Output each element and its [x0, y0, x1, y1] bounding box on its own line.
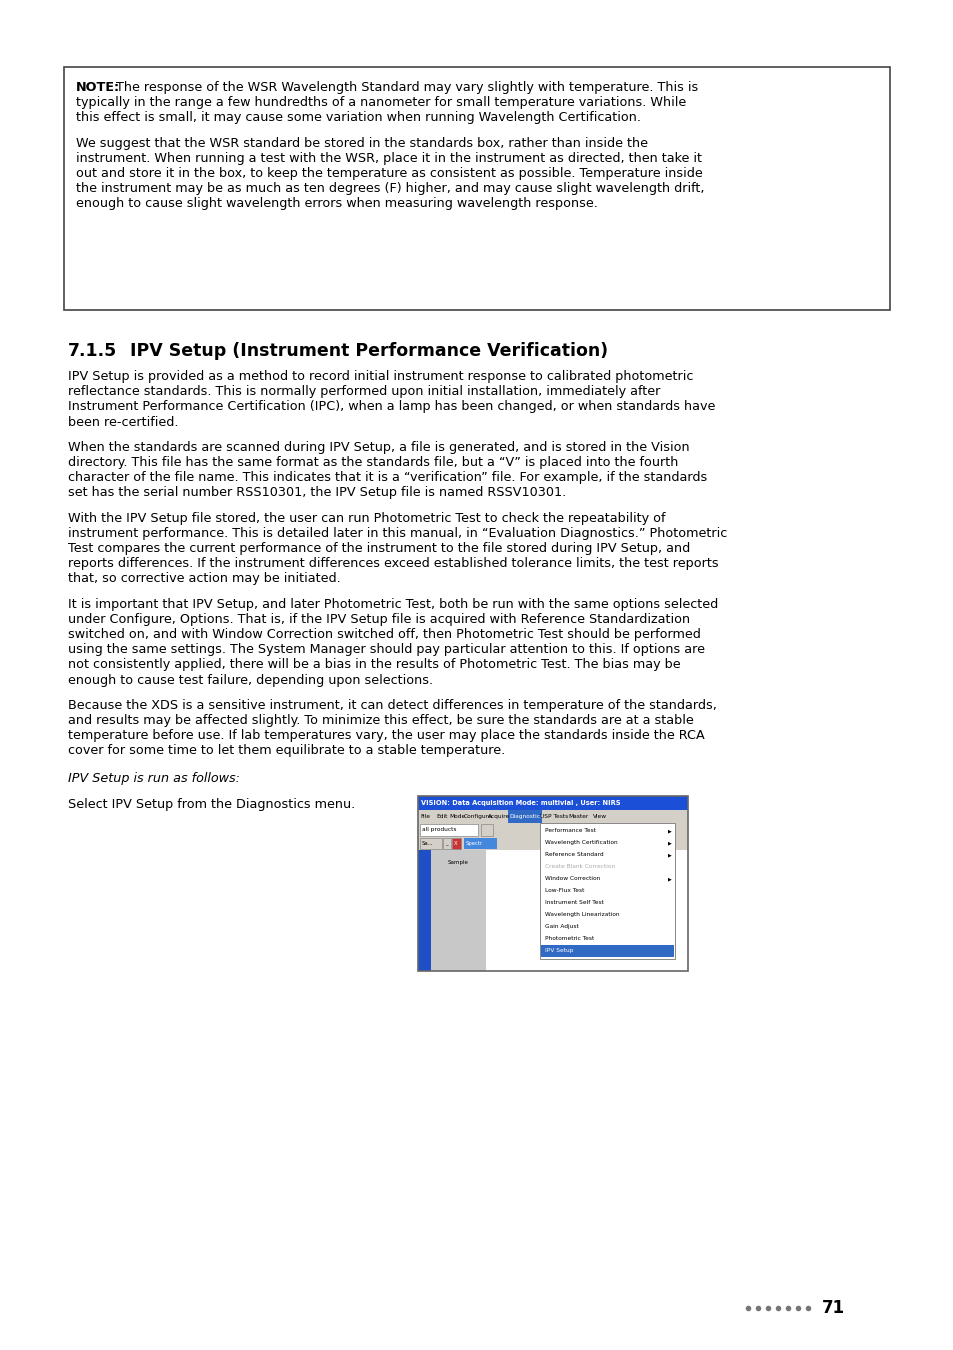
Text: Because the XDS is a sensitive instrument, it can detect differences in temperat: Because the XDS is a sensitive instrumen…: [68, 699, 716, 711]
Text: With the IPV Setup file stored, the user can run Photometric Test to check the r: With the IPV Setup file stored, the user…: [68, 512, 665, 525]
Text: ▶: ▶: [667, 852, 671, 857]
Text: Mode: Mode: [449, 814, 465, 818]
FancyBboxPatch shape: [417, 795, 687, 810]
Text: switched on, and with Window Correction switched off, then Photometric Test shou: switched on, and with Window Correction …: [68, 628, 700, 641]
FancyBboxPatch shape: [419, 824, 477, 836]
Text: the instrument may be as much as ten degrees (F) higher, and may cause slight wa: the instrument may be as much as ten deg…: [76, 182, 703, 196]
Text: ▶: ▶: [667, 828, 671, 833]
Text: IPV Setup (Instrument Performance Verification): IPV Setup (Instrument Performance Verifi…: [130, 342, 607, 360]
Text: Wavelength Linearization: Wavelength Linearization: [544, 913, 618, 917]
Text: Reference Standard: Reference Standard: [544, 852, 603, 857]
Text: instrument. When running a test with the WSR, place it in the instrument as dire: instrument. When running a test with the…: [76, 151, 701, 165]
Text: cover for some time to let them equilibrate to a stable temperature.: cover for some time to let them equilibr…: [68, 744, 505, 757]
Text: Sample: Sample: [448, 860, 468, 864]
Text: IPV Setup is provided as a method to record initial instrument response to calib: IPV Setup is provided as a method to rec…: [68, 370, 693, 383]
Text: USP Tests: USP Tests: [539, 814, 568, 818]
Text: Edit: Edit: [436, 814, 447, 818]
Text: character of the file name. This indicates that it is a “verification” file. For: character of the file name. This indicat…: [68, 471, 706, 485]
Text: IPV Setup: IPV Setup: [544, 948, 573, 953]
Text: using the same settings. The System Manager should pay particular attention to t: using the same settings. The System Mana…: [68, 643, 704, 656]
FancyBboxPatch shape: [442, 837, 451, 849]
Text: Select IPV Setup from the Diagnostics menu.: Select IPV Setup from the Diagnostics me…: [68, 798, 355, 810]
Text: VISION: Data Acquisition Mode: multivial , User: NIRS: VISION: Data Acquisition Mode: multivial…: [420, 799, 619, 806]
Text: under Configure, Options. That is, if the IPV Setup file is acquired with Refere: under Configure, Options. That is, if th…: [68, 613, 689, 626]
FancyBboxPatch shape: [417, 810, 687, 822]
Text: and results may be affected slightly. To minimize this effect, be sure the stand: and results may be affected slightly. To…: [68, 714, 693, 728]
Text: IPV Setup is run as follows:: IPV Setup is run as follows:: [68, 772, 239, 784]
Text: set has the serial number RSS10301, the IPV Setup file is named RSSV10301.: set has the serial number RSS10301, the …: [68, 486, 566, 500]
Text: reflectance standards. This is normally performed upon initial installation, imm: reflectance standards. This is normally …: [68, 385, 659, 398]
Text: Gain Adjust: Gain Adjust: [544, 925, 578, 929]
FancyBboxPatch shape: [539, 822, 675, 958]
Text: It is important that IPV Setup, and later Photometric Test, both be run with the: It is important that IPV Setup, and late…: [68, 598, 718, 610]
Text: enough to cause test failure, depending upon selections.: enough to cause test failure, depending …: [68, 674, 433, 687]
FancyBboxPatch shape: [64, 68, 889, 310]
FancyBboxPatch shape: [507, 810, 541, 822]
Text: Photometric Test: Photometric Test: [544, 936, 594, 941]
Text: reports differences. If the instrument differences exceed established tolerance : reports differences. If the instrument d…: [68, 558, 718, 570]
Text: Wavelength Certification: Wavelength Certification: [544, 840, 617, 845]
Text: out and store it in the box, to keep the temperature as consistent as possible. : out and store it in the box, to keep the…: [76, 167, 702, 180]
Text: enough to cause slight wavelength errors when measuring wavelength response.: enough to cause slight wavelength errors…: [76, 197, 598, 211]
Text: ▶: ▶: [667, 876, 671, 882]
Text: all products: all products: [421, 828, 456, 832]
FancyBboxPatch shape: [417, 849, 687, 971]
FancyBboxPatch shape: [417, 822, 687, 837]
Text: typically in the range a few hundredths of a nanometer for small temperature var: typically in the range a few hundredths …: [76, 96, 685, 109]
Text: File: File: [419, 814, 430, 818]
Text: Sa...: Sa...: [421, 841, 433, 845]
Text: Instrument Self Test: Instrument Self Test: [544, 900, 603, 904]
Text: Diagnostics: Diagnostics: [509, 814, 542, 818]
Text: 7.1.5: 7.1.5: [68, 342, 117, 360]
Text: X: X: [454, 841, 457, 845]
Text: Performance Test: Performance Test: [544, 828, 596, 833]
Text: temperature before use. If lab temperatures vary, the user may place the standar: temperature before use. If lab temperatu…: [68, 729, 704, 742]
FancyBboxPatch shape: [417, 837, 687, 849]
Text: Create Blank Correction: Create Blank Correction: [544, 864, 615, 869]
Text: _: _: [444, 841, 447, 845]
Text: been re-certified.: been re-certified.: [68, 416, 178, 428]
Text: We suggest that the WSR standard be stored in the standards box, rather than ins: We suggest that the WSR standard be stor…: [76, 136, 647, 150]
Text: directory. This file has the same format as the standards file, but a “V” is pla: directory. This file has the same format…: [68, 456, 678, 468]
Text: Window Correction: Window Correction: [544, 876, 599, 882]
Text: Low-Flux Test: Low-Flux Test: [544, 888, 584, 894]
FancyBboxPatch shape: [452, 837, 460, 849]
Text: Spectr: Spectr: [465, 841, 483, 845]
FancyBboxPatch shape: [540, 945, 673, 957]
Text: View: View: [593, 814, 606, 818]
FancyBboxPatch shape: [431, 849, 485, 971]
FancyBboxPatch shape: [463, 837, 497, 849]
Text: ▶: ▶: [667, 840, 671, 845]
Text: 71: 71: [821, 1299, 844, 1318]
Text: Test compares the current performance of the instrument to the file stored durin: Test compares the current performance of…: [68, 541, 690, 555]
FancyBboxPatch shape: [417, 849, 431, 971]
Text: Acquire: Acquire: [488, 814, 510, 818]
Text: Instrument Performance Certification (IPC), when a lamp has been changed, or whe: Instrument Performance Certification (IP…: [68, 401, 715, 413]
Text: this effect is small, it may cause some variation when running Wavelength Certif: this effect is small, it may cause some …: [76, 112, 640, 124]
Text: not consistently applied, there will be a bias in the results of Photometric Tes: not consistently applied, there will be …: [68, 659, 679, 671]
Text: Configure: Configure: [463, 814, 492, 818]
Text: instrument performance. This is detailed later in this manual, in “Evaluation Di: instrument performance. This is detailed…: [68, 526, 726, 540]
Text: that, so corrective action may be initiated.: that, so corrective action may be initia…: [68, 572, 340, 586]
Text: When the standards are scanned during IPV Setup, a file is generated, and is sto: When the standards are scanned during IP…: [68, 441, 689, 454]
Text: NOTE:: NOTE:: [76, 81, 120, 95]
FancyBboxPatch shape: [419, 837, 441, 849]
Text: Master: Master: [567, 814, 588, 818]
FancyBboxPatch shape: [480, 824, 493, 836]
Text: The response of the WSR Wavelength Standard may vary slightly with temperature. : The response of the WSR Wavelength Stand…: [112, 81, 698, 95]
